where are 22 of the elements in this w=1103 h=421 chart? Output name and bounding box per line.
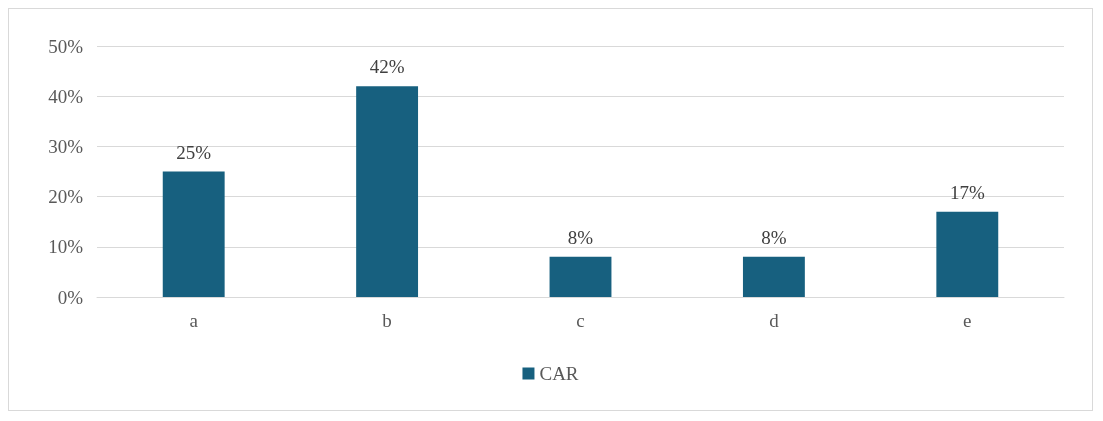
bar: [162, 171, 225, 297]
x-tick-label: c: [576, 310, 585, 331]
y-tick-label: 20%: [48, 186, 84, 208]
legend-label: CAR: [539, 363, 579, 384]
data-label: 42%: [369, 56, 405, 78]
y-tick-label: 40%: [48, 85, 84, 107]
bar: [356, 86, 419, 297]
bar: [742, 256, 805, 297]
y-tick-label: 0%: [57, 286, 84, 308]
x-tick-label: d: [769, 310, 780, 331]
bar: [549, 256, 612, 297]
data-label: 8%: [761, 226, 787, 248]
data-label: 8%: [567, 226, 594, 248]
data-label: 17%: [949, 181, 985, 203]
y-tick-label: 30%: [48, 135, 84, 157]
bar: [936, 211, 999, 297]
x-tick-label: b: [382, 310, 392, 331]
y-tick-label: 10%: [48, 236, 84, 258]
x-tick-label: a: [189, 310, 199, 331]
x-tick-label: e: [963, 310, 972, 331]
y-tick-label: 50%: [48, 35, 84, 57]
data-label: 25%: [176, 141, 212, 163]
